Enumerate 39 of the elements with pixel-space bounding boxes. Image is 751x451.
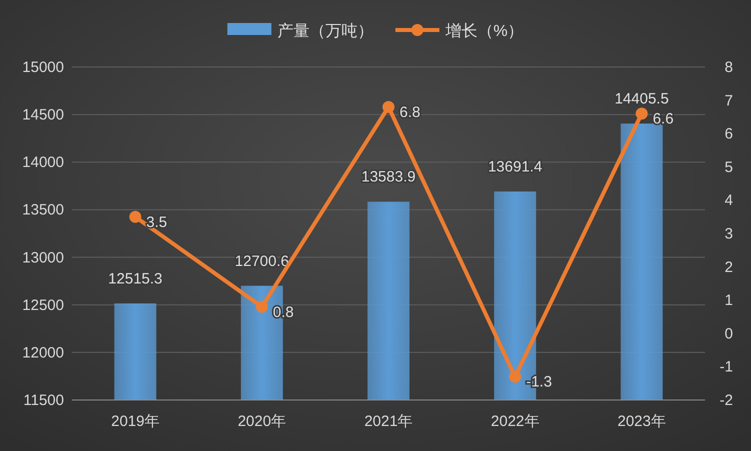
y2-tick-label: 3 <box>724 226 733 242</box>
legend-label: 产量（万吨） <box>277 22 374 40</box>
y2-tick-label: 4 <box>724 192 733 210</box>
point <box>636 108 648 120</box>
y2-tick-label: 0 <box>724 325 733 342</box>
y2-tick-label: 8 <box>724 59 733 76</box>
data-label: 14405.5 <box>614 90 669 108</box>
data-label: 12700.6 <box>234 252 290 270</box>
x-tick-label: 2019年 <box>111 413 160 430</box>
x-tick-label: 2023年 <box>618 413 666 430</box>
y-tick-label: 14500 <box>22 106 64 124</box>
point <box>382 100 394 113</box>
data-label: 6.8 <box>400 104 420 121</box>
data-label: 13583.9 <box>361 168 416 186</box>
point <box>509 370 522 383</box>
legend-label: 增长（%） <box>444 22 524 40</box>
y2-tick-label: 7 <box>724 92 733 110</box>
y-tick-label: 12500 <box>22 296 64 314</box>
data-label: 13691.4 <box>488 158 542 176</box>
x-tick-label: 2020年 <box>238 413 286 430</box>
y-tick-label: 11500 <box>23 392 64 409</box>
y-tick-label: 15000 <box>22 59 64 76</box>
y-tick-label: 14000 <box>22 154 64 172</box>
data-label: 3.5 <box>146 214 168 231</box>
y-tick-label: 13000 <box>22 249 64 266</box>
x-tick-label: 2022年 <box>490 413 540 430</box>
point <box>129 210 142 223</box>
y-tick-label: 13500 <box>22 202 64 219</box>
y2-tick-label: -2 <box>720 392 733 409</box>
y2-tick-label: 5 <box>724 158 733 176</box>
data-label: 12515.3 <box>108 270 162 288</box>
y2-tick-label: 1 <box>724 292 733 310</box>
y-tick-label: 12000 <box>22 344 64 362</box>
x-tick-label: 2021年 <box>364 413 413 430</box>
y2-tick-label: 6 <box>724 126 733 143</box>
y2-tick-label: 2 <box>724 258 733 276</box>
point <box>256 300 268 313</box>
data-label: 6.6 <box>652 110 674 128</box>
y2-tick-label: -1 <box>720 358 733 376</box>
